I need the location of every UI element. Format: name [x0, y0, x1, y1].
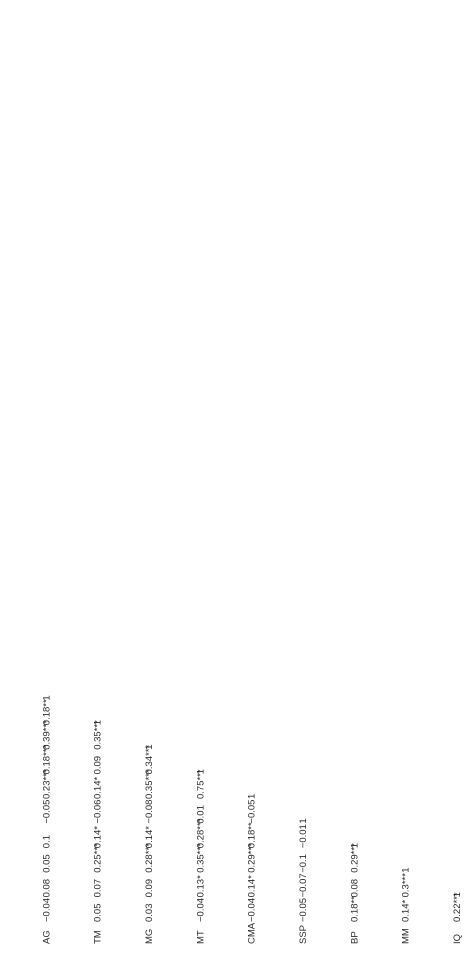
rotated-table-view: IQMMBPSSPCMAMTMGTMAGTIEVAGRCSCESOAEAAASC… — [0, 493, 474, 967]
table-cell: −0.05 — [247, 800, 258, 824]
table-cell: −0.07 — [298, 873, 309, 897]
table-cell: 0.08 — [41, 879, 52, 898]
table-cell: 0.03 — [144, 904, 155, 923]
row-label: TM — [93, 930, 104, 944]
table-cell: 0.08 — [349, 879, 360, 898]
table-cell: 0.23*** — [41, 769, 52, 799]
table-cell: 0.18** — [0, 773, 1, 799]
table-cell: 0.01 — [195, 805, 206, 824]
table-cell: −0.05 — [41, 800, 52, 824]
table-cell: 0.14* — [401, 900, 412, 922]
table-cell: −0.1 — [298, 854, 309, 873]
table-cell: 0.05 — [41, 854, 52, 873]
row-label: MT — [195, 930, 206, 944]
table-cell: 0.1 — [41, 835, 52, 848]
row-label: IQ — [452, 934, 463, 944]
table-cell: −0.06 — [93, 800, 104, 824]
table-cell: 1 — [41, 695, 52, 700]
table-cell: 1 — [349, 843, 360, 848]
table-cell: 0.3*** — [401, 873, 412, 898]
table-cell: 0.18** — [41, 699, 52, 725]
table-cell: 0.28*** — [144, 843, 155, 873]
table-cell: 0.14* — [247, 875, 258, 897]
table-cell: 0.35*** — [144, 769, 155, 799]
table-cell: 0.14* — [144, 826, 155, 848]
table-cell: 1 — [144, 745, 155, 750]
table-cell: 1 — [247, 794, 258, 799]
table-cell: 0.14* — [93, 826, 104, 848]
table-cell: 0.09 — [144, 879, 155, 898]
table-cell: 0.13* — [195, 875, 206, 897]
table-cell: 0.09 — [93, 756, 104, 775]
table-cell: −0.01 — [298, 824, 309, 848]
table-cell: 0.22*** — [452, 892, 463, 922]
table-cell: 1 — [93, 720, 104, 725]
table-cell: 0.07 — [0, 756, 1, 775]
table-cell: 0.35*** — [93, 720, 104, 750]
table-cell: 0.51*** — [0, 695, 1, 725]
table-cell: 0.29*** — [247, 843, 258, 873]
table-cell: 0.09 — [0, 904, 1, 923]
table-cell: 0.07 — [93, 879, 104, 898]
table-cell: −0.08 — [144, 800, 155, 824]
table-cell: −0.08 — [0, 800, 1, 824]
table-cell: 1 — [298, 818, 309, 823]
row-label: AG — [41, 930, 52, 944]
table-cell: −0.05 — [298, 898, 309, 922]
correlation-table: IQMMBPSSPCMAMTMGTMAGTIEVAGRCSCESOAEAAASC… — [0, 671, 463, 944]
table-cell: −0.04 — [41, 898, 52, 922]
table-cell: 0.39*** — [41, 720, 52, 750]
table-cell: 0.75*** — [195, 769, 206, 799]
table-cell: 0.28*** — [195, 818, 206, 848]
table-cell: 1 — [0, 671, 1, 676]
table-cell: 0.35*** — [195, 843, 206, 873]
row-label: MM — [401, 928, 412, 944]
table-cell: −0.04 — [247, 898, 258, 922]
table-cell: 0.1 — [0, 835, 1, 848]
table-cell: 0.14* — [93, 777, 104, 799]
table-cell: 0.11 — [0, 855, 1, 873]
table-cell: 0.18** — [349, 896, 360, 922]
row-label: SSP — [298, 925, 309, 944]
table-cell: 0.34*** — [144, 745, 155, 775]
table-cell: 0.29*** — [349, 843, 360, 873]
table-cell: 0.3*** — [0, 676, 1, 701]
table-cell: −0.03 — [0, 873, 1, 897]
row-label: TI — [0, 936, 1, 944]
table-cell: 1 — [401, 868, 412, 873]
row-label: BP — [349, 931, 360, 944]
table-cell: 0.18** — [247, 822, 258, 848]
table-cell: 0.05 — [93, 904, 104, 923]
table-cell: 0.25*** — [93, 843, 104, 873]
table-cell: 0.18*** — [41, 745, 52, 775]
row-label: CMA — [247, 922, 258, 944]
table-cell: 0.28*** — [0, 720, 1, 750]
table-cell: 1 — [452, 892, 463, 897]
table-cell: −0.04 — [195, 898, 206, 922]
row-label: MG — [144, 929, 155, 944]
table-cell: 1 — [195, 769, 206, 774]
